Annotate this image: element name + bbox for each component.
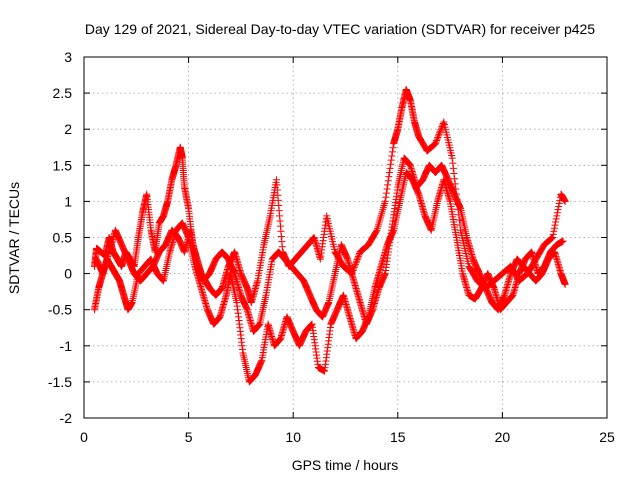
data-point-fill xyxy=(554,206,562,214)
data-point-fill xyxy=(435,130,443,138)
data-point-fill xyxy=(372,227,380,235)
data-point-fill xyxy=(385,169,393,177)
data-point-fill xyxy=(353,256,361,264)
data-point-fill xyxy=(433,137,441,145)
data-point xyxy=(561,197,569,205)
data-point-fill xyxy=(382,193,390,201)
data-point-fill xyxy=(387,160,395,168)
data-point-fill xyxy=(449,159,457,167)
data-point-fill xyxy=(434,132,442,140)
y-tick-label: 1 xyxy=(64,193,72,209)
data-point xyxy=(448,154,456,162)
data-point-fill xyxy=(387,156,395,164)
x-tick-label: 15 xyxy=(390,429,406,445)
x-tick-label: 5 xyxy=(185,429,193,445)
data-point-fill xyxy=(433,135,441,143)
data-point-fill xyxy=(354,254,362,262)
x-tick-label: 25 xyxy=(599,429,615,445)
y-tick-label: 1.5 xyxy=(53,157,73,173)
y-axis-label: SDTVAR / TECUs xyxy=(6,182,22,294)
data-point-fill xyxy=(388,152,396,160)
data-point-fill xyxy=(352,259,360,267)
data-point-fill xyxy=(389,144,397,152)
data-point-fill xyxy=(555,199,563,207)
data-point-fill xyxy=(384,181,392,189)
y-tick-label: -1.5 xyxy=(48,374,72,390)
data-point-fill xyxy=(555,203,563,211)
data-point-fill xyxy=(547,235,555,243)
data-point-fill xyxy=(552,215,560,223)
y-tick-label: 0.5 xyxy=(53,230,73,246)
data-point-fill xyxy=(432,138,440,146)
data-point xyxy=(381,197,389,205)
data-point-fill xyxy=(548,234,556,242)
data-point-fill xyxy=(449,164,457,172)
data-point-fill xyxy=(552,218,560,226)
data-point-fill xyxy=(551,221,559,229)
data-points xyxy=(90,85,569,386)
data-point-fill xyxy=(436,127,444,135)
data-point-fill xyxy=(439,120,447,128)
data-point-fill xyxy=(355,251,363,259)
data-point-fill xyxy=(547,235,555,243)
x-axis-label: GPS time / hours xyxy=(292,457,399,473)
y-tick-label: -0.5 xyxy=(48,302,72,318)
y-tick-label: -2 xyxy=(60,410,73,426)
data-point-fill xyxy=(383,185,391,193)
data-point-fill xyxy=(388,148,396,156)
data-point-fill xyxy=(550,227,558,235)
data-point-fill xyxy=(436,129,444,137)
data-point xyxy=(431,140,439,148)
series-track-c xyxy=(93,154,569,335)
data-point-fill xyxy=(434,133,442,141)
data-point-fill xyxy=(550,224,558,232)
data-point-fill xyxy=(385,173,393,181)
data-point-fill xyxy=(353,257,361,265)
data-point xyxy=(559,237,567,245)
y-tick-label: 3 xyxy=(64,49,72,65)
data-point-fill xyxy=(384,177,392,185)
y-tick-label: -1 xyxy=(60,338,73,354)
data-point-fill xyxy=(450,170,458,178)
data-point-fill xyxy=(549,230,557,238)
y-tick-label: 0 xyxy=(64,266,72,282)
data-point-fill xyxy=(455,216,463,224)
chart-title: Day 129 of 2021, Sidereal Day-to-day VTE… xyxy=(85,21,595,37)
data-point xyxy=(561,280,569,288)
x-tick-label: 10 xyxy=(285,429,301,445)
data-point xyxy=(549,234,557,241)
data-point-fill xyxy=(437,124,445,132)
data-point-fill xyxy=(386,164,394,172)
x-tick-label: 20 xyxy=(495,429,511,445)
y-tick-label: 2.5 xyxy=(53,85,73,101)
x-tick-label: 0 xyxy=(80,429,88,445)
data-point-fill xyxy=(354,253,362,261)
plot-frame xyxy=(83,56,608,419)
y-axis: -2 -1.5 -1 -0.5 0 0.5 1 1.5 2 2.5 3 xyxy=(48,49,607,426)
data-point-fill xyxy=(553,212,561,220)
grid xyxy=(84,57,607,418)
data-point-fill xyxy=(553,209,561,217)
data-point-fill xyxy=(451,175,459,183)
y-tick-label: 2 xyxy=(64,121,72,137)
data-point-fill xyxy=(351,260,359,268)
data-point-fill xyxy=(351,262,359,270)
data-point-fill xyxy=(382,189,390,197)
